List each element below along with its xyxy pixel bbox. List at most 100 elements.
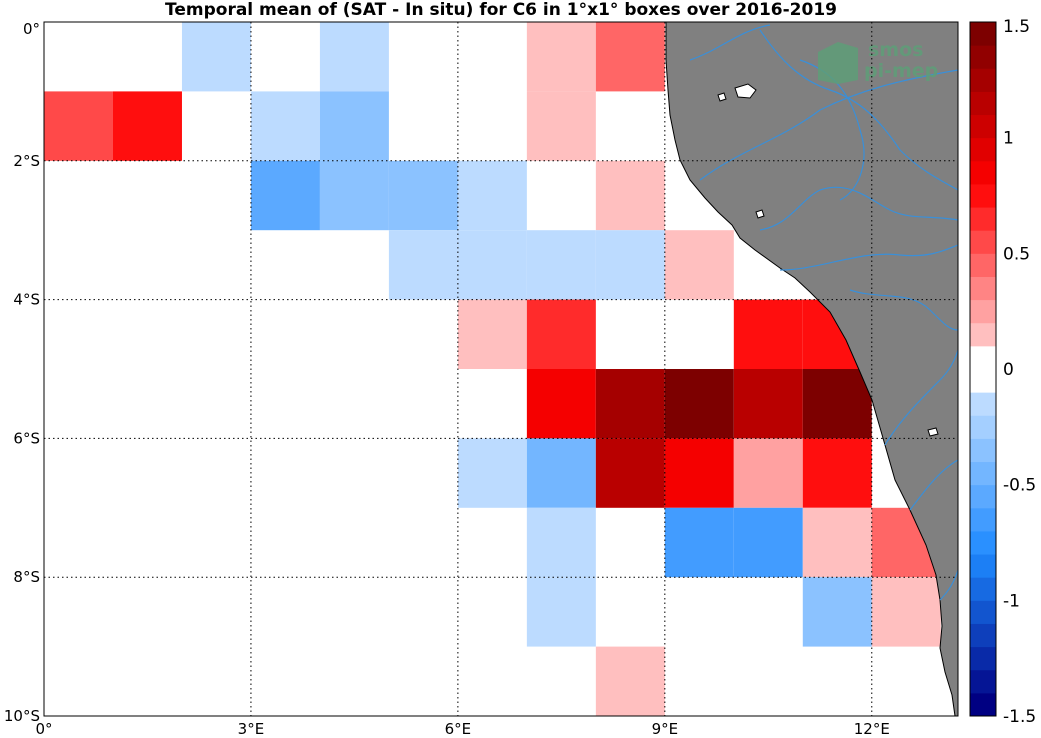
grid-cell xyxy=(871,577,941,647)
logo-text-smos: smos xyxy=(868,39,923,61)
coastline-land xyxy=(665,21,959,717)
colorbar-step xyxy=(970,369,996,393)
island xyxy=(755,209,765,219)
colorbar-step xyxy=(970,253,996,277)
river xyxy=(779,244,959,271)
y-tick-label: 10°S xyxy=(4,707,40,725)
colorbar-tick-label: -1 xyxy=(1003,591,1020,611)
grid-cell xyxy=(181,22,251,92)
grid-cell xyxy=(733,438,803,508)
grid-cell xyxy=(457,230,527,300)
river xyxy=(884,349,959,446)
land-mass xyxy=(665,21,959,717)
grid-cell xyxy=(250,91,320,161)
grid-cell xyxy=(595,438,665,508)
colorbar-step xyxy=(970,68,996,92)
grid-cell xyxy=(457,438,527,508)
colorbar-step xyxy=(970,160,996,185)
colorbar-step xyxy=(970,646,996,671)
grid-cell xyxy=(388,160,458,231)
colorbar-step xyxy=(970,554,996,578)
y-tick-label: 6°S xyxy=(13,429,40,447)
island xyxy=(717,92,727,102)
colorbar-step xyxy=(970,530,996,555)
colorbar-step xyxy=(970,577,996,601)
colorbar-tick-label: -0.5 xyxy=(1003,476,1036,496)
grid-cell xyxy=(664,230,734,300)
grid-cell xyxy=(526,299,596,369)
grid-cell xyxy=(802,438,872,508)
smos-pimep-logo: smos pi-mep xyxy=(818,39,938,84)
grid-cell xyxy=(526,369,596,439)
colorbar-tick-label: -1.5 xyxy=(1003,707,1036,727)
colorbar-step xyxy=(970,507,996,532)
river xyxy=(759,186,959,231)
colorbar-step xyxy=(970,45,996,69)
colorbar-step xyxy=(970,299,996,324)
grid-cell xyxy=(526,22,596,92)
grid-cell xyxy=(733,507,803,578)
grid-cell xyxy=(319,160,389,231)
river xyxy=(699,69,959,181)
colorbar-step xyxy=(970,114,996,139)
grid-cell xyxy=(112,91,182,161)
colorbar xyxy=(969,21,997,717)
colorbar-step xyxy=(970,22,996,46)
grid-cell xyxy=(457,160,527,231)
logo-text-pimep: pi-mep xyxy=(864,60,938,82)
colorbar-tick-label: 0.5 xyxy=(1003,244,1030,264)
colorbar-frame xyxy=(969,21,997,717)
grid-cell xyxy=(802,577,872,647)
grid-cell xyxy=(526,577,596,647)
river xyxy=(689,24,771,61)
y-tick-label: 8°S xyxy=(13,568,40,586)
colorbar-step xyxy=(970,276,996,301)
colorbar-step xyxy=(970,91,996,116)
map-title: Temporal mean of (SAT - In situ) for C6 … xyxy=(165,0,837,20)
grid-cell xyxy=(595,369,665,439)
grid-cell xyxy=(526,230,596,300)
grid-cell xyxy=(388,230,458,300)
graticule xyxy=(44,22,958,716)
x-tick-label: 6°E xyxy=(445,720,472,738)
colorbar-step xyxy=(970,692,996,717)
x-tick-label: 3°E xyxy=(238,720,265,738)
colorbar-step xyxy=(970,484,996,509)
y-tick-label: 4°S xyxy=(13,291,40,309)
grid-cell xyxy=(319,22,389,92)
colorbar-step xyxy=(970,137,996,162)
river xyxy=(939,569,959,601)
grid-cell xyxy=(250,160,320,231)
map-frame xyxy=(43,21,959,717)
river xyxy=(759,29,959,191)
colorbar-tick-label: 1.5 xyxy=(1003,17,1030,37)
colorbar-step xyxy=(970,230,996,254)
grid-cell xyxy=(802,507,872,578)
colorbar-ticks: 1.5 1 0.5 0 -0.5 -1 -1.5 xyxy=(1003,17,1036,727)
colorbar-step xyxy=(970,183,996,208)
colorbar-step xyxy=(970,623,996,648)
colorbar-tick-label: 0 xyxy=(1003,360,1014,380)
colorbar-step xyxy=(970,415,996,439)
grid-cell xyxy=(319,91,389,161)
grid-cell xyxy=(595,646,665,716)
river xyxy=(909,459,959,511)
x-tick-label: 0° xyxy=(35,720,52,738)
colorbar-step xyxy=(970,345,996,370)
grid-cell xyxy=(595,22,665,92)
grid-cell xyxy=(526,438,596,508)
grid-cell xyxy=(595,230,665,300)
x-tick-label: 12°E xyxy=(854,720,890,738)
grid-cell xyxy=(595,160,665,231)
grid-cell xyxy=(733,299,803,369)
y-tick-label: 0° xyxy=(23,20,40,38)
colorbar-step xyxy=(970,600,996,624)
colorbar-step xyxy=(970,438,996,463)
river xyxy=(849,289,959,331)
island xyxy=(927,427,939,437)
grid-cell xyxy=(526,91,596,161)
grid-cell xyxy=(664,369,734,439)
data-cells xyxy=(44,22,941,716)
grid-cell xyxy=(664,507,734,578)
grid-cell xyxy=(733,369,803,439)
